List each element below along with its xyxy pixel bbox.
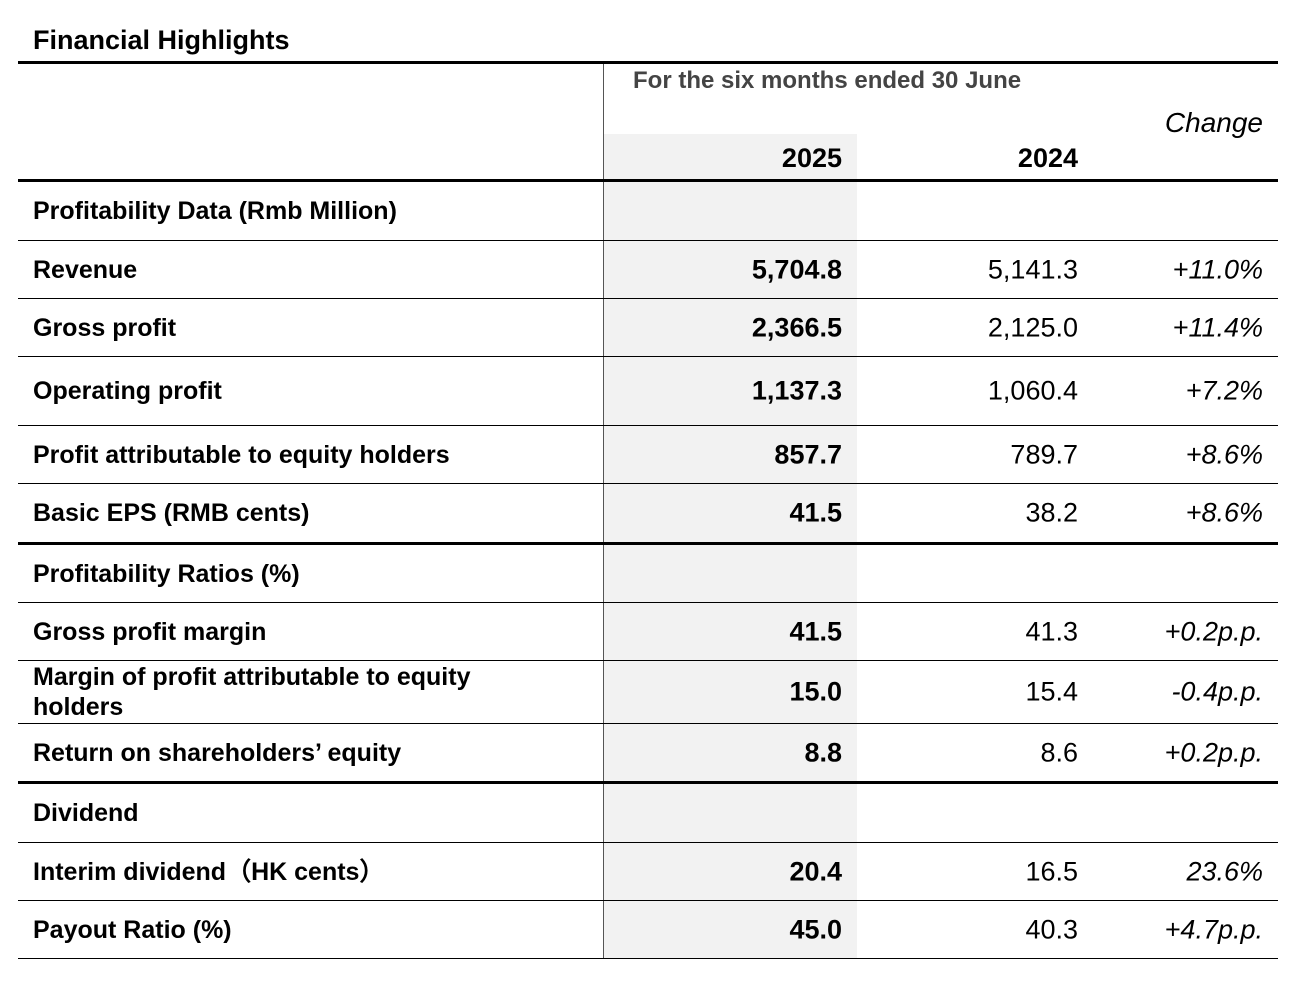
row-label: Operating profit — [33, 377, 222, 405]
section-heading: Profitability Data (Rmb Million) — [33, 197, 397, 225]
table-row: Interim dividend（HK cents） 20.4 16.5 23.… — [18, 843, 1278, 900]
column-divider — [603, 64, 604, 958]
page-title: Financial Highlights — [33, 25, 290, 55]
row-label: Gross profit margin — [33, 617, 267, 646]
table-row: Margin of profit attributable to equity … — [18, 661, 1278, 723]
rule-bottom — [18, 958, 1278, 959]
change-header: Change — [1164, 107, 1263, 138]
value-2024: 8.6 — [1040, 737, 1078, 767]
current-year-column-shade — [604, 134, 857, 958]
change-value: +0.2p.p. — [1164, 737, 1263, 767]
value-2025: 857.7 — [774, 439, 842, 469]
value-2024: 789.7 — [1010, 439, 1078, 469]
change-value: +8.6% — [1185, 497, 1263, 528]
rule — [18, 660, 1278, 661]
row-label: Margin of profit attributable to equity … — [33, 663, 471, 721]
year-2025-header: 2025 — [781, 143, 842, 173]
row-label: Interim dividend（HK cents） — [33, 857, 385, 886]
change-value: +4.7p.p. — [1164, 914, 1263, 944]
row-label: Gross profit — [33, 313, 177, 342]
value-2024: 2,125.0 — [987, 312, 1078, 342]
row-label: Payout Ratio (%) — [33, 915, 232, 944]
value-2025: 45.0 — [789, 914, 842, 944]
rule-section — [18, 542, 1278, 545]
rule — [18, 483, 1278, 484]
section-heading-row: Profitability Ratios (%) — [18, 545, 1278, 602]
rule — [18, 356, 1278, 357]
rule-header-bottom — [18, 179, 1278, 182]
table-row: Basic EPS (RMB cents) 41.5 38.2 +8.6% — [18, 484, 1278, 542]
row-label: Profit attributable to equity holders — [33, 440, 450, 469]
value-2024: 41.3 — [1025, 616, 1078, 646]
table-row: Payout Ratio (%) 45.0 40.3 +4.7p.p. — [18, 901, 1278, 958]
change-value: -0.4p.p. — [1171, 676, 1263, 707]
rule — [18, 900, 1278, 901]
value-2025: 1,137.3 — [751, 375, 842, 406]
table-row: Revenue 5,704.8 5,141.3 +11.0% — [18, 241, 1278, 298]
value-2025: 20.4 — [789, 856, 842, 886]
rule — [18, 842, 1278, 843]
change-value: +0.2p.p. — [1164, 616, 1263, 646]
table-row: Operating profit 1,137.3 1,060.4 +7.2% — [18, 357, 1278, 425]
table-row: Gross profit 2,366.5 2,125.0 +11.4% — [18, 299, 1278, 356]
value-2024: 5,141.3 — [987, 254, 1078, 284]
rule — [18, 602, 1278, 603]
value-2024: 16.5 — [1025, 856, 1078, 886]
value-2024: 1,060.4 — [987, 375, 1078, 406]
row-label: Return on shareholders’ equity — [33, 738, 402, 767]
value-2025: 2,366.5 — [751, 312, 842, 342]
value-2024: 15.4 — [1025, 676, 1078, 707]
table-row: Gross profit margin 41.5 41.3 +0.2p.p. — [18, 603, 1278, 660]
table-row: Profit attributable to equity holders 85… — [18, 426, 1278, 483]
section-heading-row: Profitability Data (Rmb Million) — [18, 182, 1278, 240]
rule-top — [18, 61, 1278, 64]
change-value: +8.6% — [1185, 439, 1263, 469]
rule — [18, 298, 1278, 299]
section-heading-row: Dividend — [18, 784, 1278, 842]
change-value: 23.6% — [1186, 856, 1263, 886]
value-2025: 8.8 — [804, 737, 842, 767]
section-heading: Dividend — [33, 799, 139, 827]
row-label: Basic EPS (RMB cents) — [33, 499, 310, 527]
value-2025: 15.0 — [789, 676, 842, 707]
rule — [18, 425, 1278, 426]
table-row: Return on shareholders’ equity 8.8 8.6 +… — [18, 724, 1278, 781]
period-header: For the six months ended 30 June — [633, 67, 1022, 94]
value-2024: 38.2 — [1025, 497, 1078, 528]
value-2025: 41.5 — [789, 616, 842, 646]
change-value: +7.2% — [1185, 375, 1263, 406]
rule — [18, 723, 1278, 724]
rule — [18, 240, 1278, 241]
value-2025: 41.5 — [789, 497, 842, 528]
value-2024: 40.3 — [1025, 914, 1078, 944]
value-2025: 5,704.8 — [751, 254, 842, 284]
change-value: +11.4% — [1172, 312, 1263, 342]
row-label: Revenue — [33, 255, 138, 284]
rule-section — [18, 781, 1278, 784]
year-2024-header: 2024 — [1017, 143, 1078, 173]
section-heading: Profitability Ratios (%) — [33, 559, 300, 588]
change-value: +11.0% — [1172, 254, 1263, 284]
